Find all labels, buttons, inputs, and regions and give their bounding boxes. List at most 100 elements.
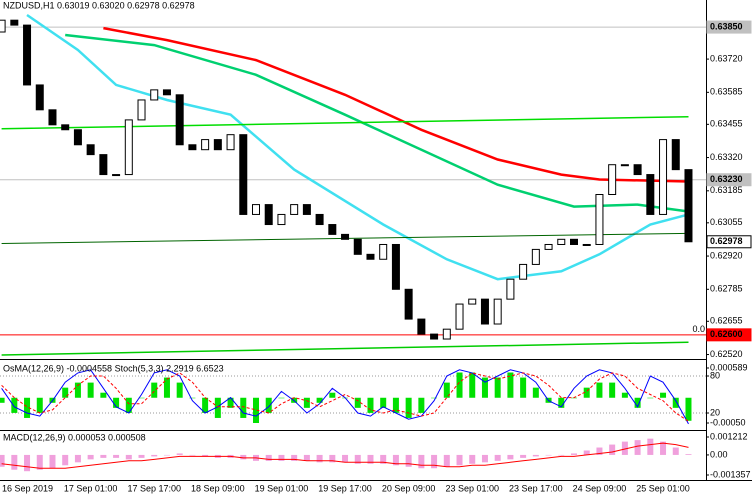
candle-body [124,119,133,176]
histogram-bar [634,440,641,455]
histogram-bar [532,454,539,457]
histogram-bar [634,397,641,408]
histogram-bar [265,454,272,461]
histogram-bar [418,397,425,413]
histogram-bar [456,454,463,466]
price-label: 0.62600 [710,329,743,339]
histogram-bar [62,454,69,466]
histogram-bar [253,397,259,424]
x-tick-label: 19 Sep 17:00 [318,483,372,493]
candle-body [646,174,655,215]
candle-body [99,154,108,176]
candle-body [213,139,222,151]
histogram-bar [481,377,488,398]
histogram-bar [545,454,552,456]
price-label: 0.63850 [710,21,743,31]
histogram-bar [36,454,43,470]
candle-body [430,333,439,340]
candle-body [570,238,578,245]
panel-title: MACD(12,26,9) 0.000053 0.000508 [3,432,146,442]
histogram-bar [354,454,361,464]
histogram-bar [138,454,145,458]
histogram-bar [367,454,374,464]
y-tick-label: 0.62920 [710,250,743,260]
histogram-bar [672,397,679,408]
histogram-bar [227,397,234,408]
candle-body [86,144,95,156]
candle-body [506,278,515,300]
histogram-bar [392,397,399,413]
histogram-bar [596,382,603,398]
histogram-bar [342,454,349,463]
histogram-bar [240,454,247,460]
histogram-bar [469,372,476,398]
candle-body [493,298,502,325]
histogram-bar [214,397,221,418]
candle-body [391,243,400,290]
histogram-bar [431,397,438,399]
indicator-line [1,369,689,425]
candle-body [315,213,324,226]
histogram-bar [469,454,476,464]
candle-body [442,328,451,340]
histogram-bar [380,397,387,408]
histogram-bar [316,454,323,463]
histogram-bar [24,397,31,418]
candle-body [150,89,159,101]
histogram-bar [0,454,5,467]
candle-body [10,19,19,26]
histogram-bar [660,392,667,398]
histogram-bar [456,372,463,398]
candle-body [608,164,617,196]
candle-body [302,204,311,215]
y-tick-label: 0.63185 [710,185,743,195]
candle-body [659,139,668,215]
histogram-bar [74,382,81,398]
candle-body [188,144,197,151]
histogram-bar [125,454,132,460]
histogram-bar [583,387,590,398]
histogram-bar [24,454,31,472]
histogram-bar [74,454,81,463]
histogram-bar [87,454,94,460]
histogram-bar [113,454,120,458]
histogram-bar [303,454,310,461]
histogram-bar [100,392,107,398]
candle-body [620,164,629,167]
histogram-bar [151,454,158,457]
histogram-bar [316,397,323,403]
histogram-bar [291,454,298,461]
y-tick-label: 0.63320 [710,152,743,162]
candle-body [162,89,171,96]
price-label-box [706,235,752,249]
histogram-bar [443,454,450,467]
candle-body [353,238,362,255]
histogram-bar [367,397,374,413]
histogram-bar [609,382,616,398]
histogram-bar [202,397,209,413]
y-tick-label: 0.00 [710,449,728,459]
histogram-bar [507,454,514,460]
histogram-bar [558,397,565,408]
candle-body [455,303,464,330]
candle-body [671,139,680,171]
price-label-box [706,20,752,34]
x-tick-label: 18 Sep 09:00 [191,483,245,493]
histogram-bar [202,454,209,457]
candle-body [544,243,553,250]
candle-body [264,204,273,226]
candle-body [341,233,350,240]
y-tick-label: 0.001212 [710,431,748,441]
histogram-bar [163,377,170,398]
candle-body [73,129,82,146]
histogram-bar [418,454,425,469]
candle-body [277,213,286,226]
indicator-line [1,341,689,356]
histogram-bar [685,397,692,421]
histogram-bar [278,397,285,399]
price-label-box [706,173,752,187]
histogram-bar [647,438,654,455]
candle-body [366,253,375,260]
